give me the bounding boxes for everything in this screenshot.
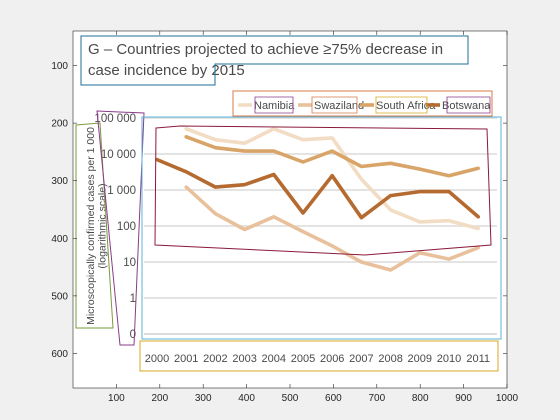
inner-y-axis-label: Microscopically confirmed cases per 1 00… [85, 127, 109, 325]
legend-label: Botswana [442, 100, 491, 112]
x-tick-label: 300 [195, 393, 212, 404]
x-tick-label: 900 [455, 393, 472, 404]
y-ticks-box [96, 110, 145, 346]
y-tick-label: 500 [51, 291, 68, 302]
series-box [154, 125, 492, 256]
legend-item-box-namibia [254, 96, 294, 114]
x-tick-label: 500 [282, 393, 299, 404]
inner-y-tick-label: 1 [130, 293, 136, 305]
series-line-botswana [155, 157, 480, 220]
legend-item-box-swaziland [311, 96, 358, 114]
chart-title-line: G – Countries projected to achieve ≥75% … [88, 41, 443, 58]
x-tick-label: 200 [151, 393, 168, 404]
y-tick-label: 100 [51, 61, 68, 72]
inner-x-tick-label: 2001 [174, 353, 198, 365]
title-box [80, 35, 469, 86]
outer-axes: 100 200 300 400 500 600 700 800 900 1000100200300… [51, 30, 519, 404]
x-tick-label: 700 [368, 393, 385, 404]
x-tick-label: 800 [412, 393, 429, 404]
series-line-south-africa [184, 135, 480, 178]
inner-x-tick-label: 2007 [349, 353, 373, 365]
legend-box [232, 90, 493, 117]
plot-area-box [141, 116, 502, 340]
inner-x-tick-label: 2008 [378, 353, 402, 365]
inner-y-tick-label: 0 [130, 329, 136, 341]
inner-x-tick-label: 2003 [232, 353, 256, 365]
series-line-swaziland [184, 185, 480, 272]
legend-item-box-botswana [446, 96, 491, 114]
legend-label: South Africa [376, 100, 436, 112]
x-tick-label: 600 [325, 393, 342, 404]
y-tick-label: 600 [51, 349, 68, 360]
y-label-box [75, 122, 114, 329]
inner-y-tick-label: 1 000 [107, 185, 136, 197]
inner-y-tick-label: 10 [123, 257, 136, 269]
chart-title: G – Countries projected to achieve ≥75% … [88, 41, 443, 79]
inner-y-tick-label: 10 000 [101, 149, 136, 161]
inner-x-tick-label: 2010 [437, 353, 461, 365]
x-tick-label: 1000 [496, 393, 519, 404]
legend-label: Swaziland [314, 100, 364, 112]
inner-x-tick-label: 2000 [145, 353, 169, 365]
x-tick-label: 400 [238, 393, 255, 404]
inner-x-tick-label: 2004 [262, 353, 286, 365]
x-tick-label: 100 [108, 393, 125, 404]
inner-y-axis-label-line: Microscopically confirmed cases per 1 00… [85, 127, 97, 325]
embedded-chart-image: 0 1 10 100 1 000 10 000 100 000 2000 2001 2002 200… [85, 41, 497, 365]
legend-item-box-south-africa [375, 96, 428, 114]
y-tick-label: 300 [51, 176, 68, 187]
inner-x-tick-label: 2005 [291, 353, 315, 365]
y-tick-label: 200 [51, 119, 68, 130]
annotation-boxes [75, 35, 502, 372]
inner-y-tick-label: 100 000 [94, 113, 136, 125]
inner-x-tick-label: 2011 [466, 353, 490, 365]
inner-x-tick-label: 2002 [203, 353, 227, 365]
legend-label: Namibia [254, 100, 295, 112]
inner-x-tick-label: 2009 [408, 353, 432, 365]
inner-x-tick-label: 2006 [320, 353, 344, 365]
y-tick-label: 400 [51, 234, 68, 245]
x-ticks-box [139, 340, 499, 372]
chart-title-line: case incidence by 2015 [88, 62, 245, 79]
series-line-namibia [184, 127, 480, 231]
inner-y-tick-label: 100 [117, 221, 136, 233]
